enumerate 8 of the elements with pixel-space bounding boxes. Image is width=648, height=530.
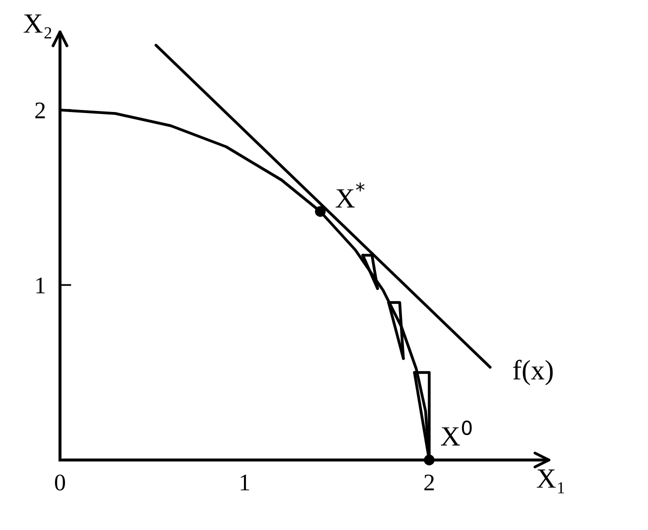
annotation: X$^{0}$ bbox=[440, 420, 472, 446]
y-axis-title: X₂ bbox=[24, 14, 52, 38]
annotation: f(x) bbox=[513, 360, 553, 386]
x-axis-title: X₁ bbox=[536, 469, 564, 494]
x-tick-label: 2 bbox=[424, 474, 434, 490]
x-tick-label: 1 bbox=[240, 474, 250, 490]
annotation: X$^{*}$ bbox=[336, 182, 365, 208]
x-tick-label: 0 bbox=[54, 474, 66, 491]
